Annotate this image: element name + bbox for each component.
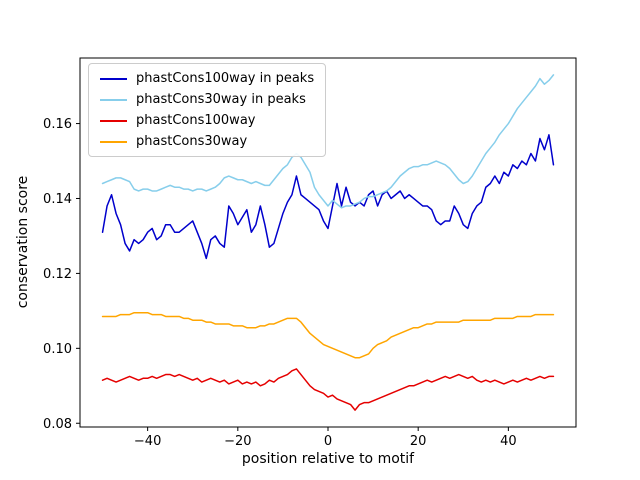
x-axis-label: position relative to motif	[242, 451, 415, 467]
legend-item: phastCons100way	[100, 113, 314, 128]
y-tick-label: 0.14	[43, 192, 72, 207]
legend-label: phastCons30way in peaks	[136, 92, 306, 107]
legend-item: phastCons30way in peaks	[100, 92, 314, 107]
series-line-phastcons100way	[101, 368, 555, 411]
plot-frame	[79, 57, 577, 428]
y-tick-label: 0.16	[43, 117, 72, 132]
legend-item: phastCons30way	[100, 134, 314, 149]
series-line-phastcons30way-in-peaks	[101, 74, 555, 209]
y-tick-label: 0.10	[43, 342, 72, 357]
y-tick-label: 0.12	[43, 267, 72, 282]
series-line-phastcons100way-in-peaks	[101, 134, 555, 260]
legend-label: phastCons30way	[136, 134, 248, 149]
legend-line-sample-phastcons100way	[100, 119, 127, 122]
legend-item: phastCons100way in peaks	[100, 71, 314, 86]
series-line-phastcons30way	[101, 311, 555, 359]
x-tick-label: −40	[134, 434, 161, 449]
legend-label: phastCons100way	[136, 113, 256, 128]
legend-line-sample-phastcons30way-in-peaks	[100, 98, 127, 101]
legend: phastCons100way in peaks phastCons30way …	[88, 63, 327, 157]
legend-line-sample-phastcons100way-in-peaks	[100, 77, 127, 80]
x-tick-label: 0	[324, 434, 332, 449]
x-tick-label: 40	[500, 434, 517, 449]
chart-generated-content: −40 −20 0 20 40 0.08 0.10 0.12 0.14 0.16	[43, 57, 577, 449]
y-axis-label: conservation score	[15, 176, 31, 309]
x-tick-label: −20	[224, 434, 251, 449]
y-tick-label: 0.08	[43, 417, 72, 432]
x-tick-label: 20	[410, 434, 427, 449]
legend-line-sample-phastcons30way	[100, 140, 127, 143]
legend-label: phastCons100way in peaks	[136, 71, 315, 86]
